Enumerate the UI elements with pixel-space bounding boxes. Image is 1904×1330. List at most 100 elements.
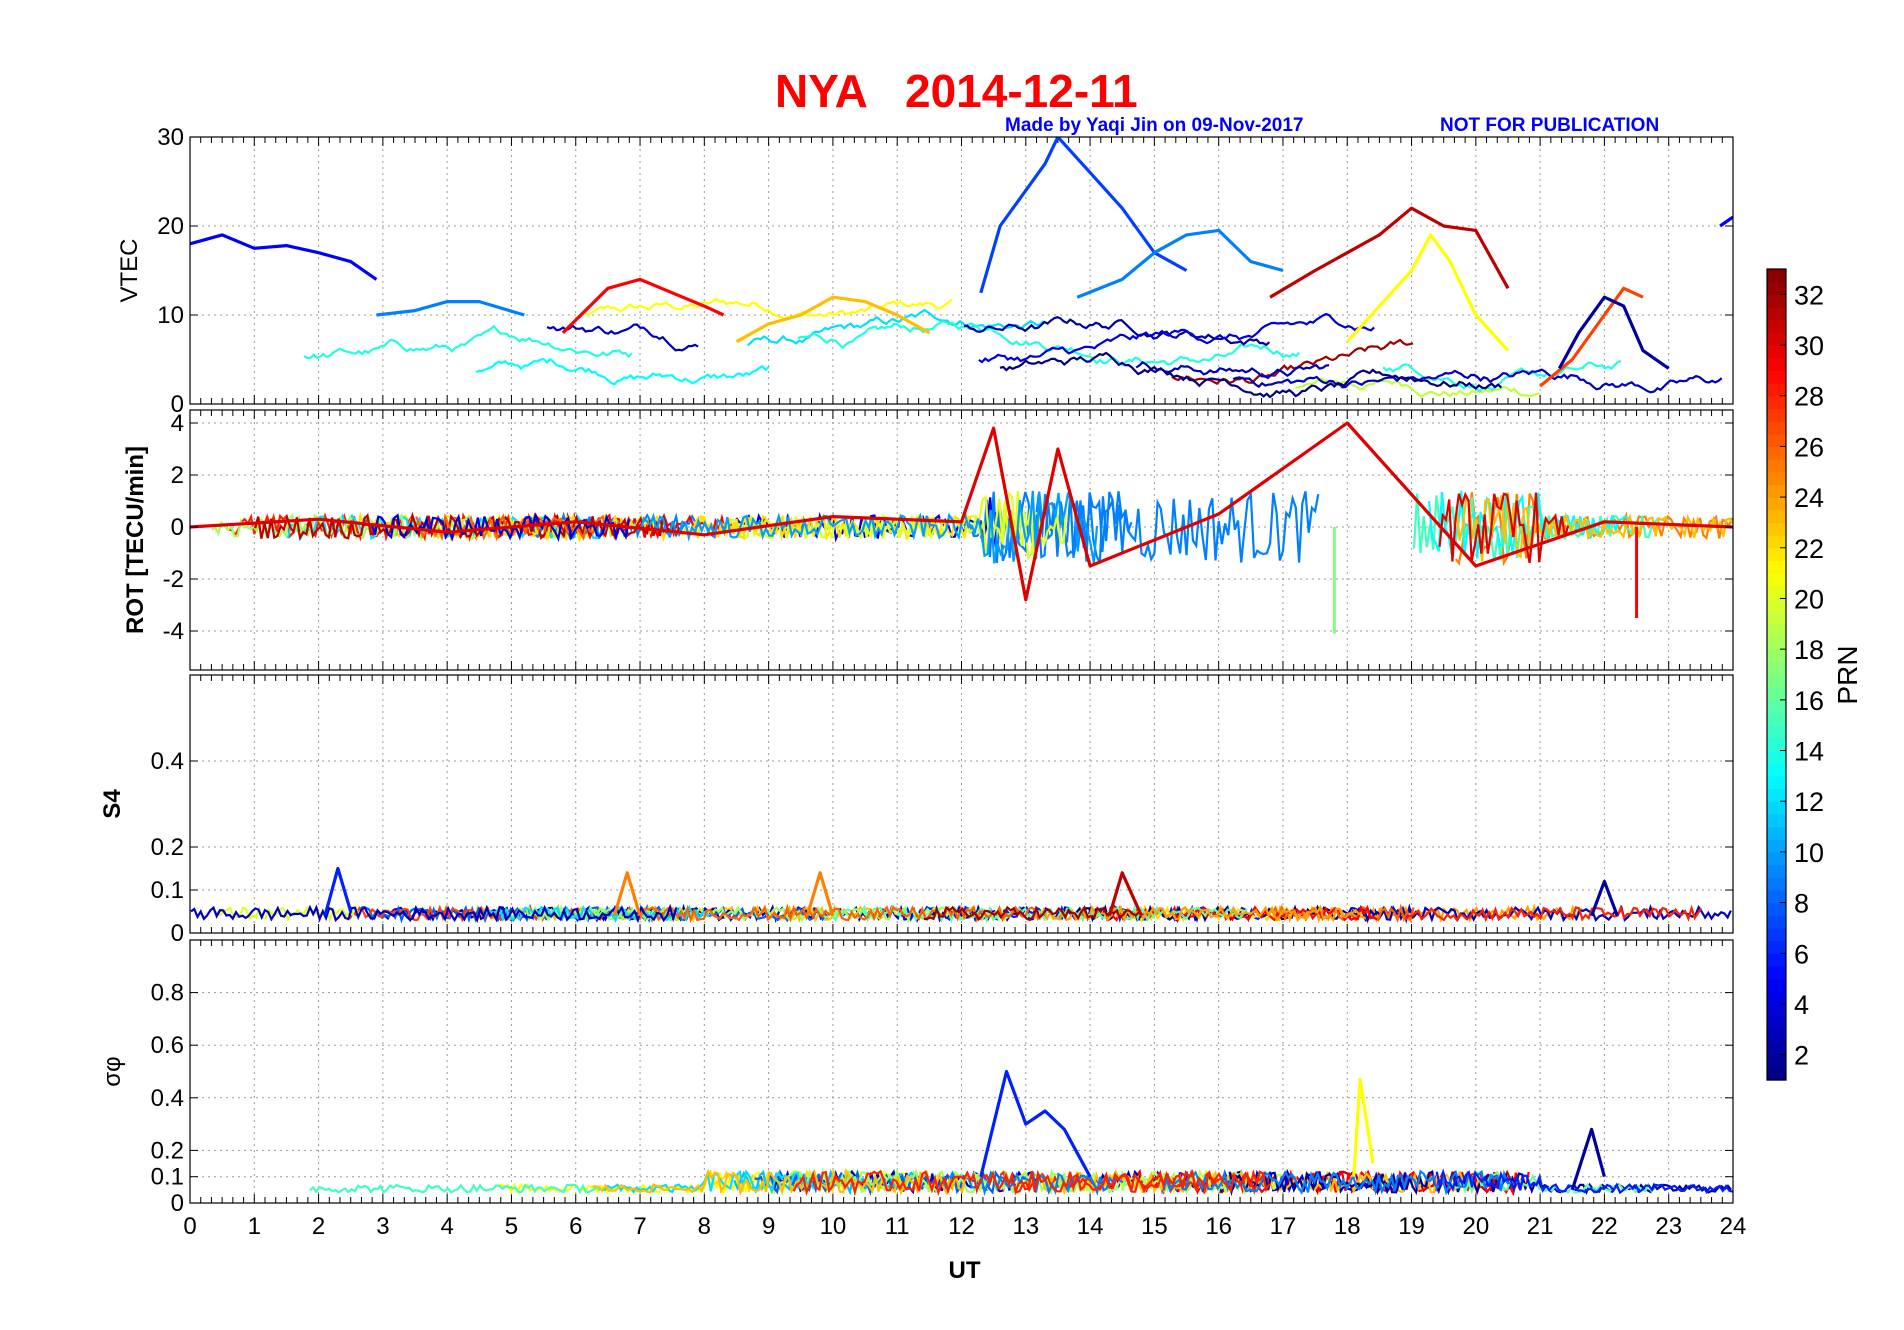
colorbar-tick-label: 30 (1794, 331, 1824, 361)
colorbar-segment (1767, 446, 1786, 460)
y-tick-label: -2 (163, 566, 184, 593)
colorbar-segment (1767, 839, 1786, 853)
colorbar-segment (1767, 649, 1786, 663)
traces (190, 421, 1733, 634)
colorbar-segment (1767, 801, 1786, 815)
series-line (735, 295, 931, 344)
x-tick-label: 14 (1077, 1213, 1104, 1240)
series-line (1557, 295, 1670, 370)
colorbar-segment (1767, 788, 1786, 802)
series-line (1076, 228, 1284, 299)
y-tick-label: 0.4 (151, 1085, 184, 1112)
y-tick-label: 0.8 (151, 980, 184, 1007)
x-tick-label: 23 (1655, 1213, 1682, 1240)
series-line (323, 866, 353, 917)
colorbar-tick-label: 2 (1794, 1041, 1809, 1071)
colorbar-segment (1767, 585, 1786, 600)
series-line (1590, 879, 1619, 917)
colorbar-segment (1767, 915, 1786, 929)
x-tick-label: 16 (1205, 1213, 1232, 1240)
noise-trace (592, 1168, 973, 1197)
colorbar-segment (1767, 345, 1786, 359)
x-tick-label: 17 (1270, 1213, 1297, 1240)
panel-rot: -4 -2 0 2 4 ROT [TECU/min] (122, 409, 1734, 671)
colorbar-segment (1767, 459, 1786, 473)
noise-trace (941, 1170, 1124, 1197)
colorbar-segment (1767, 940, 1786, 954)
noise-trace (1171, 338, 1414, 386)
colorbar-segment (1767, 826, 1786, 840)
axes-frame (189, 136, 1734, 405)
y-axis-label: VTEC (116, 238, 143, 302)
colorbar-segment (1767, 281, 1786, 295)
x-tick-label: 19 (1398, 1213, 1425, 1240)
noise-trace (1344, 903, 1732, 924)
noise-trace (747, 308, 1045, 347)
y-axis-label: S4 (99, 789, 126, 819)
series-line (612, 871, 642, 917)
x-tick-label: 24 (1720, 1213, 1747, 1240)
colorbar-segment (1767, 421, 1786, 435)
colorbar-segment (1767, 978, 1786, 992)
traces (190, 866, 1732, 925)
y-axis-label: ROT [TECU/min] (122, 446, 149, 634)
y-tick-label: 20 (157, 213, 184, 240)
colorbar-segment (1767, 307, 1786, 321)
colorbar-segment (1767, 813, 1786, 828)
panel-s4: 0 0.1 0.2 0.4 S4 (99, 674, 1734, 947)
noise-trace (1232, 368, 1723, 394)
colorbar-segment (1767, 408, 1786, 422)
colorbar-segment (1767, 611, 1786, 625)
y-tick-label: 4 (171, 410, 184, 437)
y-tick-label: 30 (157, 124, 184, 151)
noise-trace (1162, 1169, 1511, 1196)
y-tick-label: 2 (171, 462, 184, 489)
colorbar-segment (1767, 1054, 1786, 1068)
colorbar-segment (1767, 1067, 1786, 1081)
traces (309, 1069, 1733, 1197)
series-line (190, 233, 378, 281)
y-axis-label: σφ (99, 1056, 126, 1086)
colorbar-frame (1766, 268, 1787, 1081)
x-tick-label: 5 (505, 1213, 518, 1240)
series-line (979, 1069, 1092, 1178)
colorbar-tick-label: 10 (1794, 838, 1824, 868)
colorbar-segment (1767, 433, 1786, 448)
figure-header: NYA 2014-12-11 Made by Yaqi Jin on 09-No… (775, 65, 1659, 136)
y-tick-label: 0.1 (151, 877, 184, 904)
axes-frame (189, 939, 1734, 1204)
colorbar-segment (1767, 661, 1786, 676)
colorbar-segment (1767, 1041, 1786, 1056)
noise-trace (963, 316, 1271, 347)
colorbar-segment (1767, 294, 1786, 308)
colorbar-segment (1767, 851, 1786, 866)
y-tick-label: 0.1 (151, 1164, 184, 1191)
noise-trace (638, 903, 1042, 924)
title-station: NYA (775, 65, 868, 117)
noise-trace (1382, 360, 1622, 393)
x-tick-label: 8 (698, 1213, 711, 1240)
noise-trace (639, 490, 1099, 564)
series-line (979, 137, 1188, 294)
x-tick-label: 11 (885, 1213, 910, 1240)
x-tick-label: 10 (820, 1213, 847, 1240)
credit-made-by: Made by Yaqi Jin on 09-Nov-2017 (1005, 115, 1303, 136)
colorbar-segment (1767, 737, 1786, 752)
series-line (1719, 215, 1733, 228)
noise-trace (1033, 904, 1363, 924)
x-tick-label: 15 (1141, 1213, 1168, 1240)
noise-trace (475, 357, 770, 386)
colorbar-segment (1767, 484, 1786, 498)
colorbar-tick-label: 12 (1794, 787, 1824, 817)
colorbar-segment (1767, 573, 1786, 587)
colorbar-tick-label: 22 (1794, 534, 1824, 564)
colorbar-segment (1767, 522, 1786, 536)
colorbar-tick-label: 24 (1794, 483, 1824, 513)
colorbar-tick-label: 4 (1794, 990, 1809, 1020)
colorbar-tick-label: 16 (1794, 686, 1824, 716)
colorbar-segment (1767, 370, 1786, 384)
noise-trace (978, 312, 1375, 364)
x-tick-label: 2 (312, 1213, 325, 1240)
